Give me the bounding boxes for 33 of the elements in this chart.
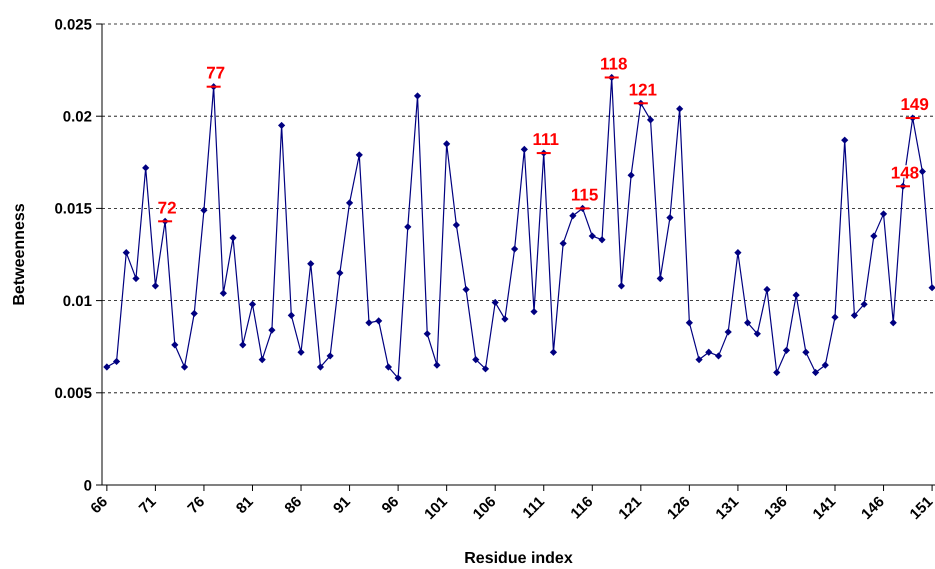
x-tick-label: 91 bbox=[330, 493, 354, 518]
annotation: 111 bbox=[532, 130, 559, 150]
x-tick-label: 126 bbox=[664, 493, 694, 523]
x-tick-label: 76 bbox=[184, 493, 208, 518]
y-tick-label: 0.02 bbox=[62, 108, 92, 126]
x-tick-label: 121 bbox=[615, 493, 646, 523]
x-tick-label: 101 bbox=[421, 493, 451, 523]
annotation: 149 bbox=[900, 95, 929, 114]
x-tick-label: 106 bbox=[470, 493, 500, 523]
x-tick-label: 111 bbox=[519, 493, 548, 522]
x-tick-label: 96 bbox=[378, 493, 402, 518]
annotation: 72 bbox=[158, 198, 177, 218]
x-tick-label: 86 bbox=[281, 493, 306, 518]
x-tick-label: 116 bbox=[567, 493, 597, 522]
y-tick-label: 0 bbox=[84, 477, 92, 494]
y-tick-label: 0.005 bbox=[54, 385, 92, 402]
x-axis-title: Residue index bbox=[464, 550, 573, 567]
x-tick-label: 66 bbox=[87, 493, 112, 518]
y-tick-label: 0.01 bbox=[62, 292, 92, 310]
x-tick-label: 146 bbox=[858, 493, 888, 523]
x-tick-label: 136 bbox=[760, 493, 791, 523]
x-tick-label: 151 bbox=[906, 493, 935, 523]
annotation: 118 bbox=[600, 54, 628, 74]
annotation: 115 bbox=[570, 185, 598, 204]
y-tick-label: 0.025 bbox=[54, 16, 92, 34]
x-tick-label: 71 bbox=[136, 493, 160, 518]
annotation: 121 bbox=[628, 80, 658, 100]
x-tick-label: 141 bbox=[810, 493, 840, 523]
x-tick-label: 81 bbox=[232, 493, 257, 518]
annotation: 77 bbox=[206, 64, 226, 83]
y-axis-title: Betweenness bbox=[11, 203, 28, 306]
x-tick-label: 131 bbox=[712, 493, 742, 523]
y-tick-label: 0.015 bbox=[54, 200, 92, 218]
